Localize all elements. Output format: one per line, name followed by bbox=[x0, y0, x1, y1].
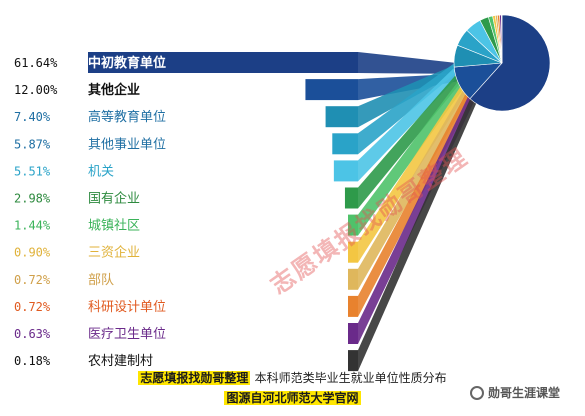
bar bbox=[348, 241, 358, 263]
caption-source: 图源自河北师范大学官网 bbox=[224, 391, 361, 405]
value-label: 0.63% bbox=[14, 327, 51, 341]
value-label: 0.18% bbox=[14, 354, 51, 368]
wechat-icon bbox=[470, 386, 484, 400]
caption-source-row: 图源自河北师范大学官网 bbox=[0, 389, 585, 406]
value-label: 12.00% bbox=[14, 83, 58, 97]
category-label: 国有企业 bbox=[88, 191, 140, 207]
value-label: 5.87% bbox=[14, 137, 51, 151]
bar bbox=[348, 268, 358, 290]
funnel-connector bbox=[358, 34, 505, 372]
pie-slice bbox=[501, 14, 503, 64]
category-label: 科研设计单位 bbox=[88, 300, 166, 315]
caption-text: 本科师范类毕业生就业单位性质分布 bbox=[254, 371, 447, 385]
bar bbox=[88, 52, 358, 73]
value-label: 61.64% bbox=[14, 56, 58, 70]
value-label: 0.72% bbox=[14, 273, 51, 287]
brand-text: 勋哥生涯课堂 bbox=[488, 386, 561, 400]
category-label: 城镇社区 bbox=[88, 218, 140, 234]
bar bbox=[348, 350, 358, 372]
category-label: 其他企业 bbox=[88, 82, 140, 98]
value-label: 2.98% bbox=[14, 192, 51, 206]
pie-slice bbox=[469, 14, 551, 112]
value-label: 1.44% bbox=[14, 219, 51, 233]
category-label: 三资企业 bbox=[88, 245, 140, 261]
bar bbox=[333, 160, 358, 182]
bar bbox=[344, 187, 358, 209]
value-label: 0.90% bbox=[14, 246, 51, 260]
category-label: 部队 bbox=[88, 273, 114, 288]
caption-highlight: 志愿填报找勋哥整理 bbox=[138, 371, 251, 385]
category-label: 农村建制村 bbox=[88, 354, 153, 369]
bar bbox=[332, 133, 358, 155]
bar bbox=[348, 323, 358, 344]
value-label: 7.40% bbox=[14, 110, 51, 124]
bar bbox=[325, 106, 358, 128]
category-label: 中初教育单位 bbox=[88, 55, 166, 71]
category-label: 机关 bbox=[88, 164, 114, 179]
value-label: 5.51% bbox=[14, 164, 51, 178]
bar bbox=[348, 214, 358, 236]
brand: 勋哥生涯课堂 bbox=[470, 384, 560, 401]
category-label: 其他事业单位 bbox=[88, 137, 166, 152]
category-label: 医疗卫生单位 bbox=[88, 327, 166, 342]
bar bbox=[305, 79, 358, 101]
caption-title: 志愿填报找勋哥整理 本科师范类毕业生就业单位性质分布 bbox=[0, 369, 585, 386]
bar bbox=[348, 295, 358, 317]
category-label: 高等教育单位 bbox=[88, 109, 166, 125]
value-label: 0.72% bbox=[14, 300, 51, 314]
